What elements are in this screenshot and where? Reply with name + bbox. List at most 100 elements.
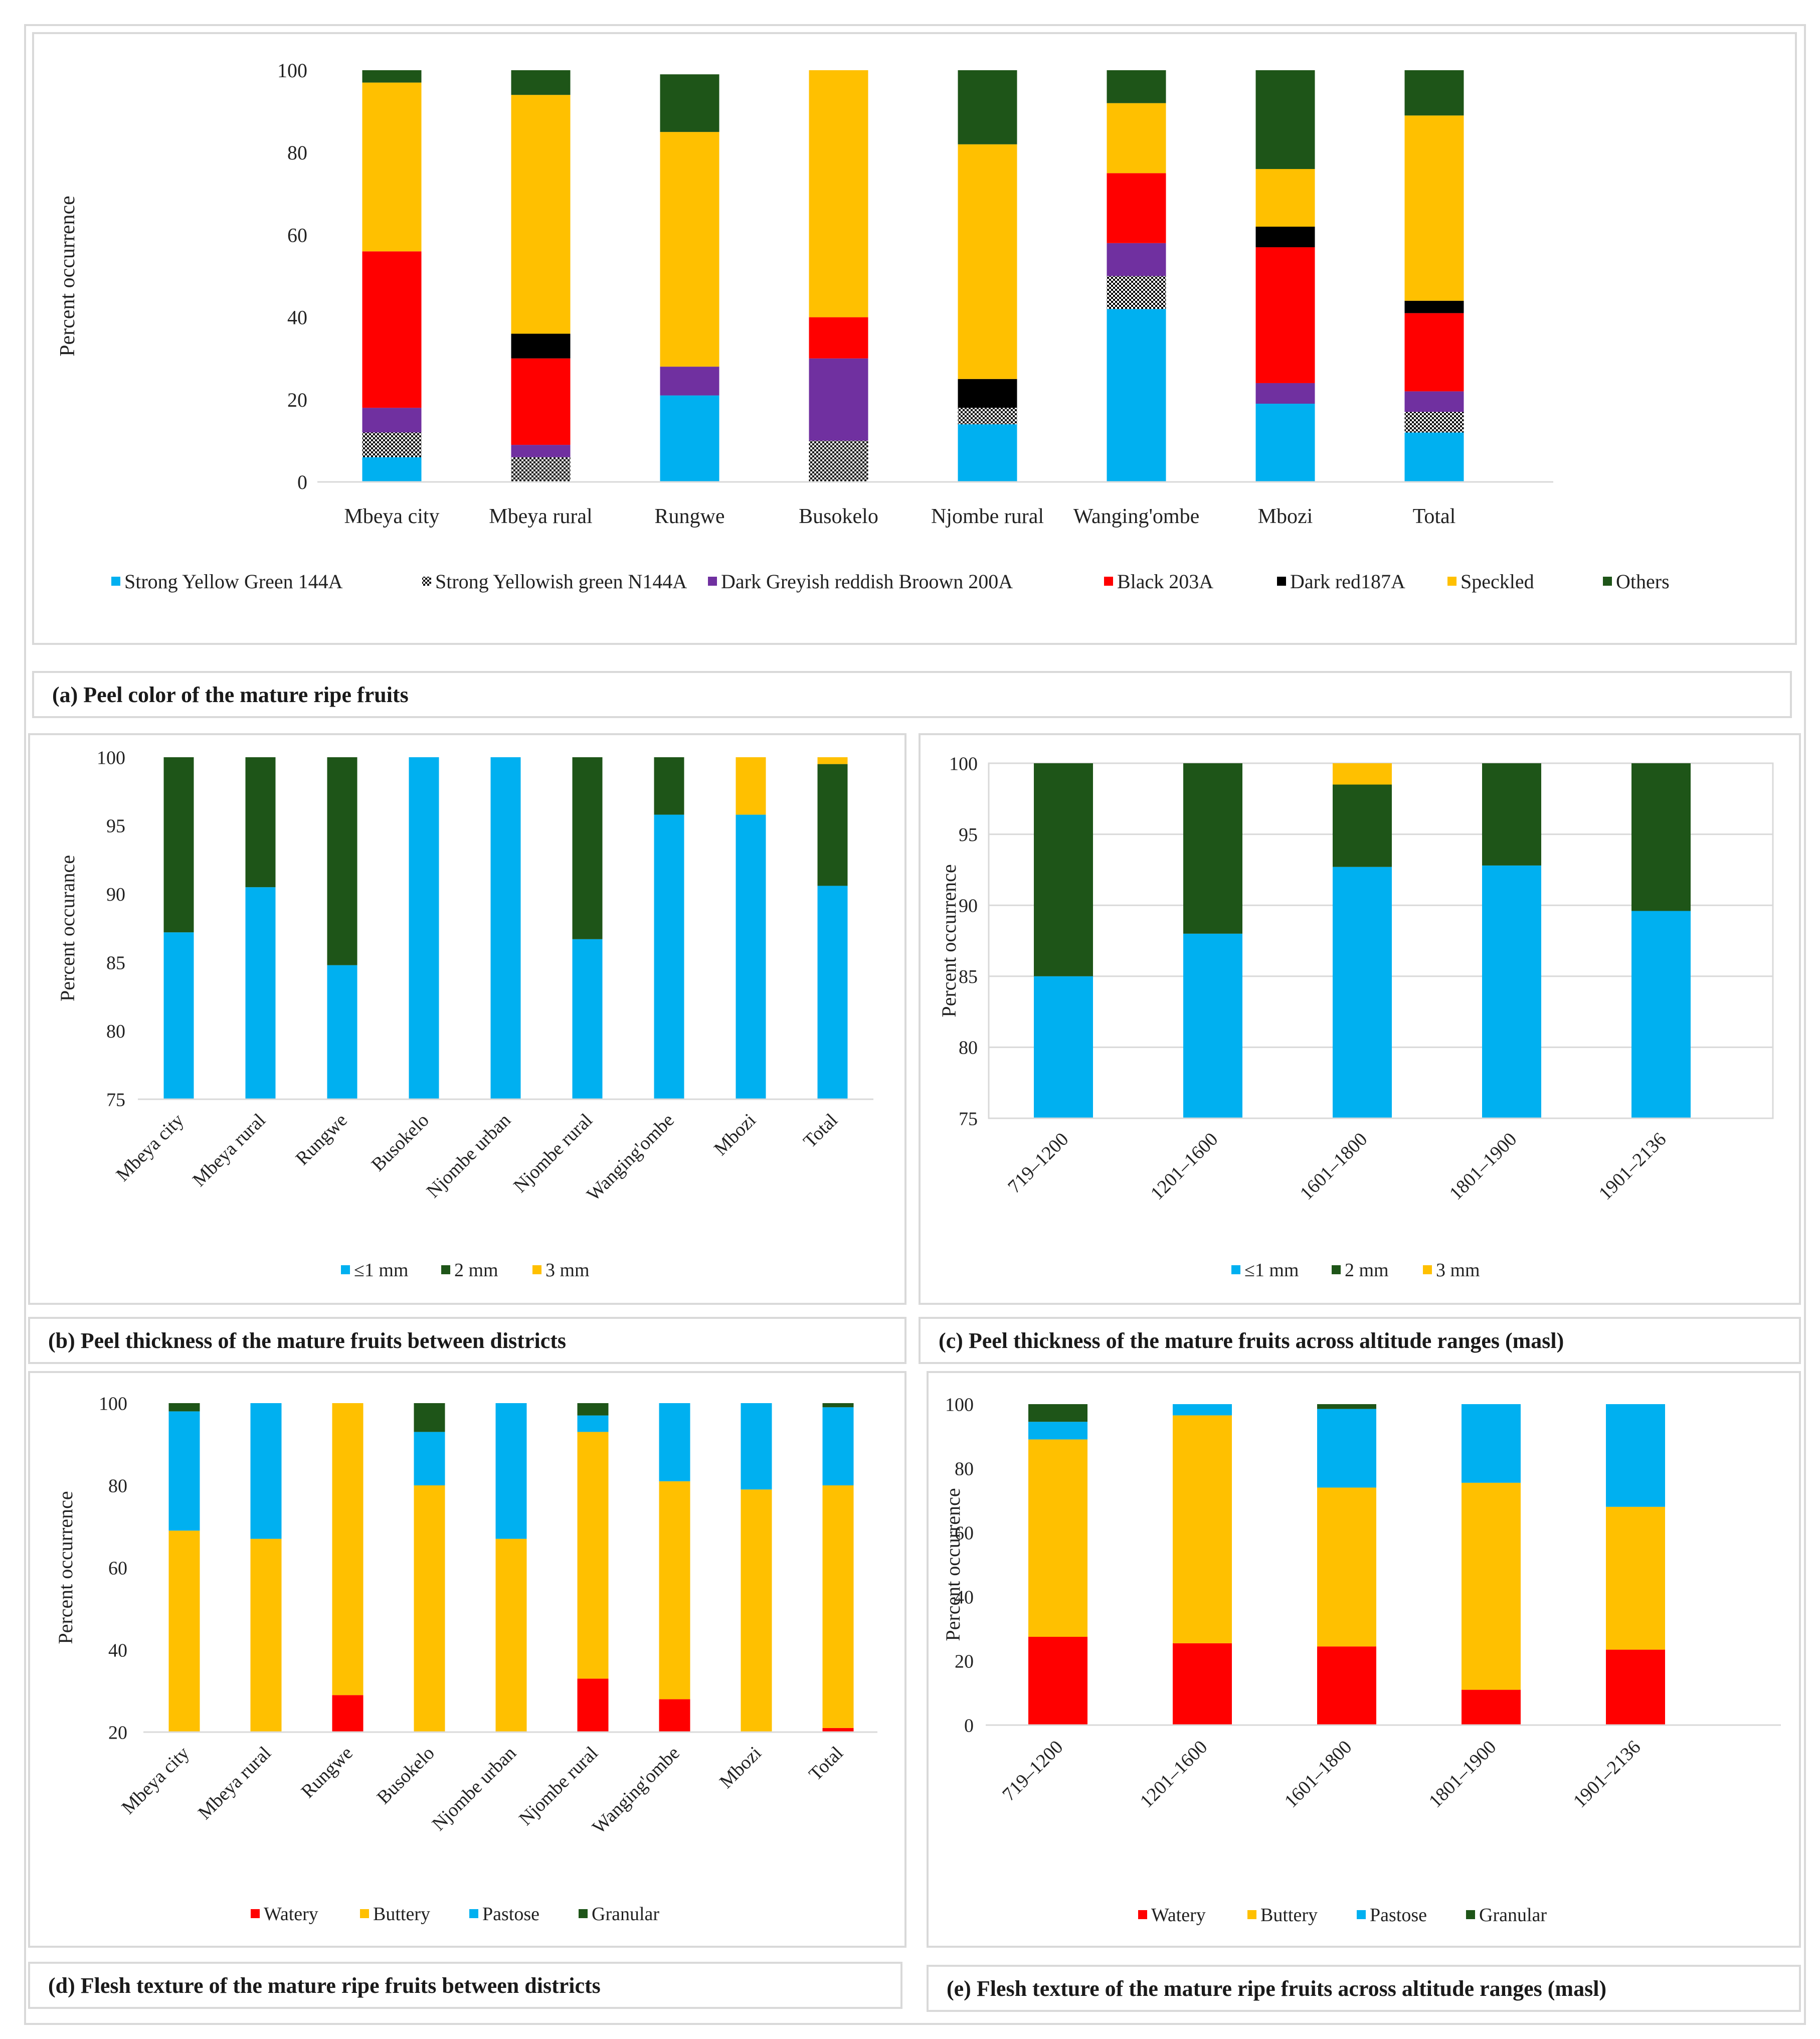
y-axis-title: Percent occurrence [54,1491,77,1644]
legend-item: Watery [251,1904,318,1925]
bar-segment-speckled [1255,169,1315,227]
y-tick-label: 80 [287,141,307,164]
bar-segment-granular [1317,1404,1376,1409]
x-tick-label: Wanging'ombe [588,1743,684,1838]
bar-segment-strong-yellow-green-144a [1107,309,1166,482]
bar-segment-pastose [495,1403,527,1539]
bar-segment-speckled [511,95,571,334]
y-tick-label: 20 [955,1651,974,1672]
bar-segment-strong-yellowish-green-n144a [958,408,1017,425]
panel-d: 20 40 60 80 100 Percent occurrence Mbeya city M… [28,1371,906,1948]
legend-label: Watery [1151,1905,1206,1926]
bar-segment--1-mm [1034,976,1093,1118]
legend-swatch [1277,577,1286,586]
legend-label: Black 203A [1117,570,1213,593]
y-tick-label: 85 [106,953,125,974]
bar-segment-dark-greyish-reddish-broown-200a [1255,383,1315,404]
bar-segment-pastose [1317,1409,1376,1488]
bar-segment--1-mm [572,939,603,1099]
legend-swatch [579,1909,588,1918]
bar-segment-2-mm [817,764,848,886]
bar-segment--1-mm [409,757,439,1099]
bar-segment-buttery [659,1481,690,1700]
bar-segment-buttery [822,1485,854,1728]
legend-label: ≤1 mm [1244,1260,1299,1281]
legend-item: Dark Greyish reddish Broown 200A [708,570,1013,593]
bar-segment-pastose [414,1432,445,1485]
x-tick-label: Total [805,1743,847,1785]
y-tick-label: 85 [959,966,978,987]
legend-label: Others [1616,570,1670,593]
legend-label: 2 mm [454,1260,498,1281]
panel-c: 75 80 85 90 95 100 Percent occurrence 719–1200 1… [919,733,1801,1305]
x-tick-label: Busokelo [799,505,878,528]
panel-b: 75 80 85 90 95 100 Percent occurance Mbeya city… [28,733,906,1305]
y-tick-label: 75 [106,1089,125,1110]
legend-swatch [1104,577,1113,586]
legend-item: Strong Yellow Green 144A [111,570,343,593]
y-axis-title: Percent occurrence [942,1488,964,1641]
bar-segment-pastose [1173,1404,1232,1416]
legend-item: Buttery [360,1904,430,1925]
legend-label: Granular [592,1904,659,1925]
bar-segment--1-mm [490,757,521,1099]
bar-segment-2-mm [1034,763,1093,976]
legend-swatch [708,577,717,586]
legend-label: Strong Yellowish green N144A [435,570,687,593]
y-tick-label: 100 [99,1393,127,1414]
legend-item: ≤1 mm [341,1260,408,1281]
bar-segment-granular [1028,1404,1087,1422]
bar-segment-strong-yellow-green-144a [1255,404,1315,482]
bar-segment-watery [577,1678,609,1732]
legend-item: Granular [579,1904,659,1925]
legend-item: Pastose [1357,1905,1427,1926]
bar-segment-2-mm [245,757,276,888]
y-tick-label: 80 [955,1458,974,1479]
legend-item: Pastose [469,1904,539,1925]
bar-segment-watery [659,1699,690,1732]
legend-item: 2 mm [1332,1260,1389,1281]
bar-segment-strong-yellow-green-144a [1404,432,1464,482]
y-axis-title: Percent occurrence [938,864,960,1017]
bar-segment-others [511,70,571,95]
bar-segment--1-mm [163,932,194,1099]
y-tick-label: 40 [955,1587,974,1608]
bar-segment-speckled [660,132,719,367]
chart-c: 75 80 85 90 95 100 Percent occurrence 719–1200 1… [938,753,1774,1281]
x-tick-label: Mbozi [710,1110,760,1160]
y-axis-title: Percent occurance [56,855,79,1001]
x-tick-label: Njombe rural [509,1110,597,1197]
x-tick-label: Busokelo [373,1743,439,1808]
legend-item: Others [1603,570,1670,593]
bar-segment-pastose [1462,1404,1521,1483]
bar-segment-granular [577,1403,609,1416]
bar-segment-pastose [1606,1404,1665,1507]
bar-segment-others [1404,70,1464,116]
legend-label: 2 mm [1345,1260,1389,1281]
legend-label: Pastose [482,1904,539,1925]
bar-segment-strong-yellow-green-144a [660,395,719,482]
bar-segment-2-mm [572,757,603,939]
y-tick-label: 60 [108,1558,127,1579]
bar-segment-others [1107,70,1166,103]
bar-segment-3-mm [736,757,766,815]
x-tick-label: Njombe urban [423,1110,515,1202]
bar-segment-watery [1317,1646,1376,1725]
bar-segment-buttery [1317,1487,1376,1647]
bar-segment-strong-yellowish-green-n144a [1107,276,1166,309]
y-tick-label: 100 [277,59,307,82]
bar-segment-dark-greyish-reddish-broown-200a [660,367,719,396]
x-tick-label: Rungwe [297,1743,357,1802]
x-tick-label: 1801–1900 [1425,1737,1501,1812]
panel-a: 0 20 40 60 80 100 Percent occurrence Mbeya city… [32,32,1797,645]
bar-segment-strong-yellowish-green-n144a [809,440,868,482]
bar-segment-3-mm [1333,763,1392,785]
x-tick-label: Rungwe [292,1110,351,1169]
bar-segment--1-mm [1631,911,1691,1118]
legend-item: 3 mm [532,1260,590,1281]
legend-label: ≤1 mm [354,1260,408,1281]
bar-segment-pastose [250,1403,282,1539]
x-tick-label: Mbozi [1258,505,1313,528]
legend-item: Black 203A [1104,570,1213,593]
